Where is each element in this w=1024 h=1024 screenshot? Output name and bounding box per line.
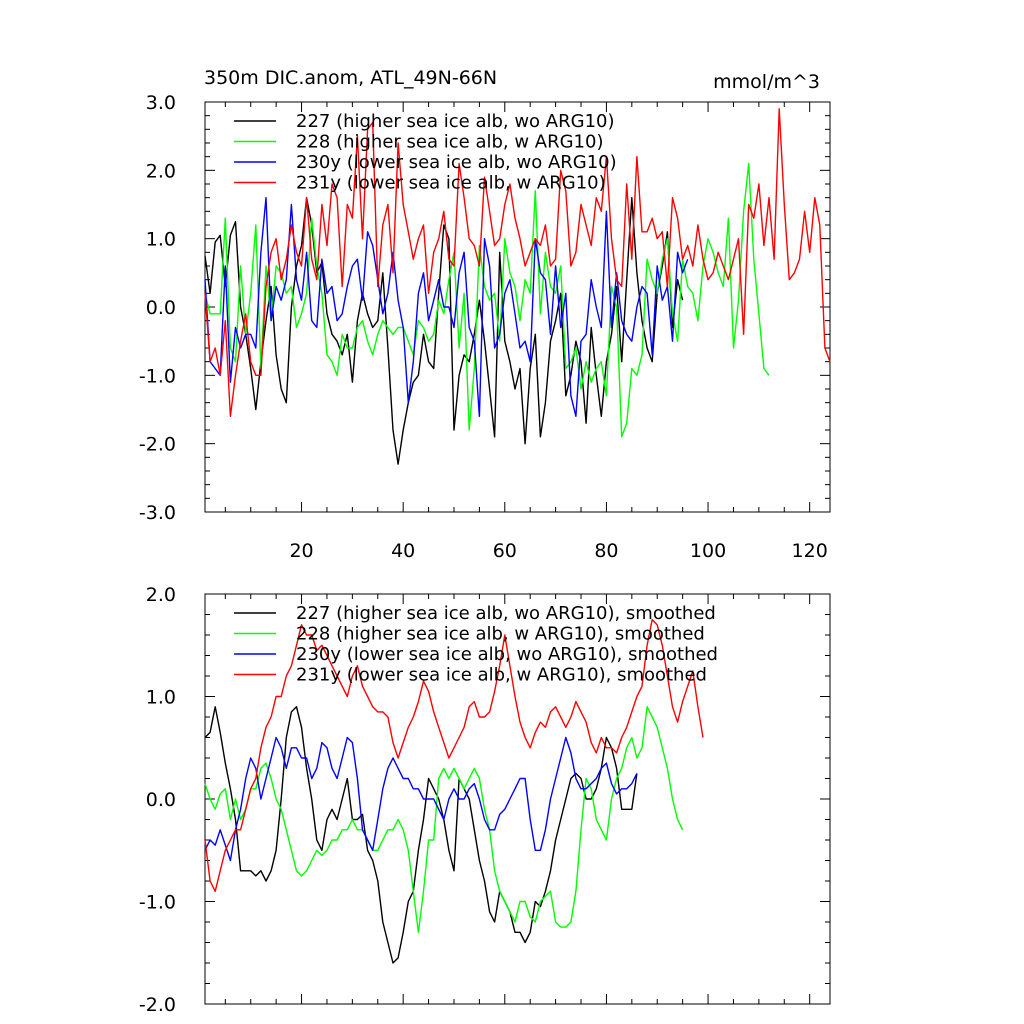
top-y-tick-label: -1.0 [139,365,176,387]
bottom-legend-label: 231y (lower sea ice alb, w ARG10), smoot… [296,665,707,686]
top-series-line-4 [204,108,831,417]
bottom-legend-label: 230y (lower sea ice alb, wo ARG10), smoo… [296,644,718,665]
bottom-y-tick-label: -1.0 [139,892,176,914]
top-legend-label: 227 (higher sea ice alb, wo ARG10) [296,111,615,132]
bottom-panel: -2.0 -1.0 0.0 1.0 2.0 227 (higher sea ice alb… [139,584,831,1016]
top-x-tick-label: 20 [289,540,313,562]
bottom-series-line-1 [204,706,638,964]
bottom-y-tick-label: 1.0 [146,687,176,709]
top-panel: 350m DIC.anom, ATL_49N-66N mmol/m^3 -3.0… [139,67,831,562]
bottom-legend-label: 227 (higher sea ice alb, wo ARG10), smoo… [296,603,716,624]
top-x-tick-label: 100 [690,540,726,562]
top-y-tick-label: 3.0 [146,92,176,114]
top-y-tick-label: 2.0 [146,160,176,182]
top-y-tick-label: 1.0 [146,229,176,251]
bottom-legend-label: 228 (higher sea ice alb, w ARG10), smoot… [296,624,705,645]
top-x-tick-label: 120 [792,540,828,562]
top-x-tick-label: 60 [493,540,517,562]
top-x-tick-label: 80 [594,540,618,562]
bottom-series-line-4 [204,618,704,892]
top-y-tick-label: 0.0 [146,297,176,319]
top-y-tick-label: -3.0 [139,502,176,524]
top-legend-label: 230y (lower sea ice alb, wo ARG10) [296,152,617,173]
top-y-tick-label: -2.0 [139,434,176,456]
bottom-y-tick-label: 0.0 [146,789,176,811]
top-legend-label: 228 (higher sea ice alb, w ARG10) [296,132,603,153]
bottom-series-line-3 [204,736,638,862]
top-series-line-1 [204,196,684,465]
bottom-y-tick-label: -2.0 [139,994,176,1016]
top-x-tick-label: 40 [391,540,415,562]
top-series-line-2 [204,162,770,438]
bottom-series-line-2 [204,706,684,933]
top-chart-units: mmol/m^3 [713,71,820,93]
top-chart-title: 350m DIC.anom, ATL_49N-66N [204,67,497,89]
top-legend-label: 231y (lower sea ice alb, w ARG10) [296,173,606,194]
bottom-y-tick-label: 2.0 [146,584,176,606]
top-series-line-3 [204,196,689,417]
